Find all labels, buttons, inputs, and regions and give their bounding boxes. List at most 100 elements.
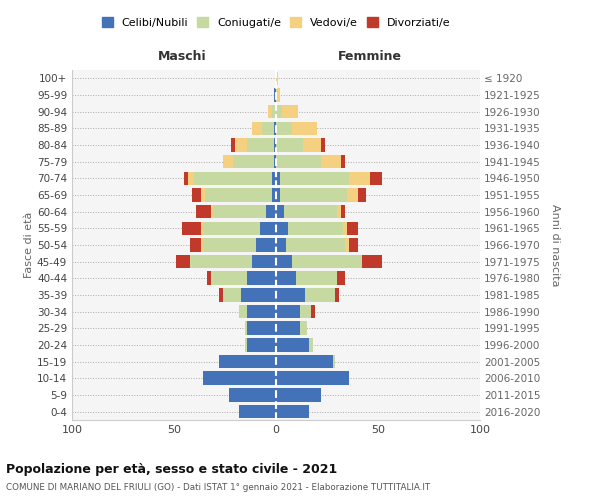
Bar [362,255,382,268]
Bar [308,338,313,352]
Bar [268,105,272,118]
Bar [301,305,311,318]
Bar [241,288,276,302]
Bar [262,122,274,135]
Bar [276,272,296,285]
Bar [276,222,288,235]
Bar [370,172,382,185]
Bar [296,272,337,285]
Bar [256,238,276,252]
Bar [276,322,301,335]
Bar [190,238,200,252]
Bar [276,172,280,185]
Bar [337,272,346,285]
Bar [239,405,276,418]
Bar [247,322,276,335]
Bar [247,305,276,318]
Bar [272,105,276,118]
Bar [196,205,211,218]
Bar [276,305,301,318]
Bar [211,205,213,218]
Bar [247,338,276,352]
Bar [341,205,346,218]
Bar [349,238,358,252]
Bar [347,188,358,202]
Bar [347,222,358,235]
Bar [276,105,282,118]
Bar [182,222,200,235]
Bar [176,255,190,268]
Bar [219,288,223,302]
Text: Popolazione per età, sesso e stato civile - 2021: Popolazione per età, sesso e stato civil… [6,462,337,475]
Bar [274,138,276,152]
Bar [272,172,276,185]
Bar [203,372,276,385]
Bar [282,105,298,118]
Bar [219,355,276,368]
Text: Femmine: Femmine [338,50,402,63]
Bar [251,255,276,268]
Bar [276,205,284,218]
Bar [280,172,349,185]
Bar [213,205,266,218]
Bar [276,338,308,352]
Bar [276,388,321,402]
Bar [284,205,337,218]
Bar [343,222,347,235]
Bar [231,138,235,152]
Bar [276,155,321,168]
Bar [321,155,341,168]
Bar [200,188,205,202]
Bar [203,238,256,252]
Bar [247,272,276,285]
Bar [276,188,280,202]
Bar [274,155,276,168]
Text: COMUNE DI MARIANO DEL FRIULI (GO) - Dati ISTAT 1° gennaio 2021 - Elaborazione TU: COMUNE DI MARIANO DEL FRIULI (GO) - Dati… [6,482,430,492]
Bar [260,222,276,235]
Bar [188,172,194,185]
Text: Maschi: Maschi [158,50,206,63]
Bar [292,122,317,135]
Bar [286,238,346,252]
Bar [276,355,333,368]
Bar [233,155,274,168]
Bar [200,222,203,235]
Bar [223,288,241,302]
Bar [190,255,251,268]
Bar [211,272,247,285]
Bar [200,238,203,252]
Bar [274,122,276,135]
Bar [229,388,276,402]
Bar [276,88,280,102]
Bar [301,322,307,335]
Bar [206,272,211,285]
Bar [251,122,262,135]
Bar [203,222,260,235]
Y-axis label: Fasce di età: Fasce di età [24,212,34,278]
Bar [335,288,339,302]
Bar [194,172,272,185]
Bar [223,155,233,168]
Bar [235,138,247,152]
Bar [272,188,276,202]
Legend: Celibi/Nubili, Coniugati/e, Vedovi/e, Divorziati/e: Celibi/Nubili, Coniugati/e, Vedovi/e, Di… [97,12,455,32]
Bar [337,205,341,218]
Bar [276,255,292,268]
Bar [276,72,278,85]
Bar [321,138,325,152]
Bar [245,322,247,335]
Bar [333,355,335,368]
Bar [276,238,286,252]
Bar [274,88,276,102]
Bar [341,155,346,168]
Y-axis label: Anni di nascita: Anni di nascita [550,204,560,286]
Bar [276,122,292,135]
Bar [205,188,272,202]
Bar [280,188,347,202]
Bar [245,338,247,352]
Bar [239,305,247,318]
Bar [346,238,349,252]
Bar [247,138,274,152]
Bar [349,172,370,185]
Bar [292,255,362,268]
